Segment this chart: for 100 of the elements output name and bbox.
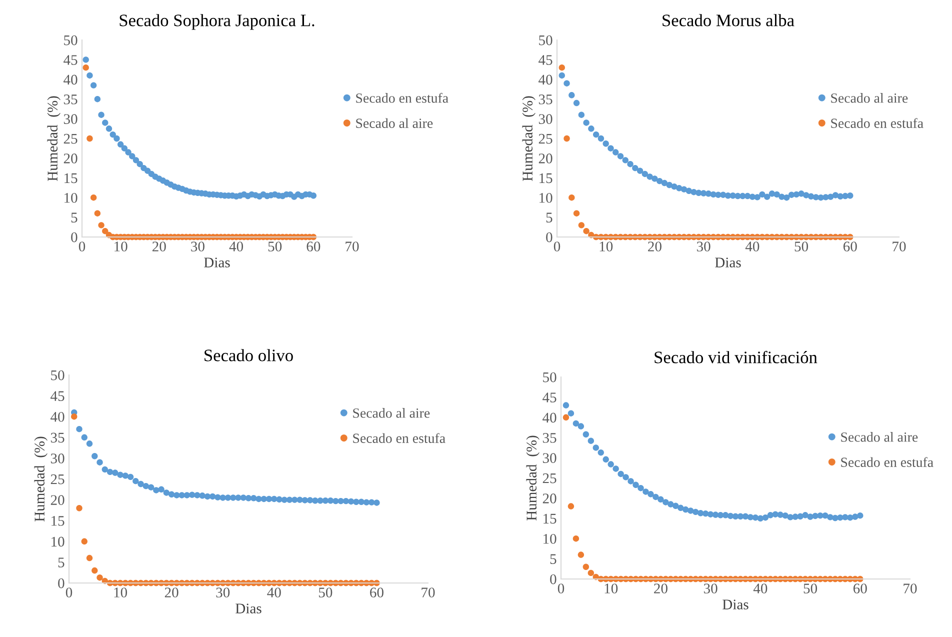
point xyxy=(368,499,375,506)
y-tick-label: 45 xyxy=(50,391,64,402)
y-tick-label: 10 xyxy=(544,534,556,544)
point xyxy=(583,120,590,126)
x-tick-label: 10 xyxy=(600,242,613,252)
point xyxy=(774,191,780,198)
point xyxy=(622,157,629,164)
point xyxy=(82,56,89,63)
x-tick-label: 40 xyxy=(229,242,244,252)
point xyxy=(163,490,170,496)
y-tick-label: 40 xyxy=(50,412,64,422)
y-tick-label: 50 xyxy=(51,370,64,380)
y-tick-label: 20 xyxy=(64,154,78,164)
x-axis-title: Dias xyxy=(722,600,748,610)
point xyxy=(668,501,674,508)
point xyxy=(266,496,272,502)
point xyxy=(573,100,580,106)
point xyxy=(592,131,600,138)
point xyxy=(194,492,200,498)
point xyxy=(583,228,590,234)
x-tick-label: 40 xyxy=(267,588,281,598)
x-tick-label: 60 xyxy=(853,584,867,594)
point xyxy=(98,112,104,118)
point xyxy=(286,496,293,503)
x-tick-label: 30 xyxy=(704,584,718,594)
point xyxy=(132,478,139,484)
x-tick-label: 20 xyxy=(654,584,668,594)
point xyxy=(588,126,594,132)
y-tick-label: 30 xyxy=(542,453,556,464)
y-tick-label: 50 xyxy=(64,35,78,46)
y-axis-title: Humedad (%) xyxy=(526,436,540,521)
x-tick-label: 70 xyxy=(422,588,435,598)
point xyxy=(102,120,108,126)
point xyxy=(578,222,585,228)
point xyxy=(627,161,634,168)
y-tick-label: 25 xyxy=(64,134,78,144)
y-axis-title: Humedad (%) xyxy=(522,96,536,182)
point xyxy=(784,194,790,201)
point xyxy=(209,493,216,500)
legend-label: Secado al aire xyxy=(353,408,430,418)
point xyxy=(568,503,574,510)
point xyxy=(106,468,114,476)
y-tick-label: 40 xyxy=(64,74,78,85)
point xyxy=(81,538,88,545)
point xyxy=(642,488,649,495)
point xyxy=(562,402,570,408)
x-tick-label: 70 xyxy=(346,242,359,252)
y-tick-label: 10 xyxy=(540,192,552,203)
x-tick-label: 20 xyxy=(164,588,178,598)
x-tick-label: 10 xyxy=(604,584,618,594)
y-tick-label: 5 xyxy=(546,212,552,223)
point xyxy=(636,168,644,174)
point xyxy=(798,190,804,197)
x-tick-label: 60 xyxy=(843,242,857,252)
point xyxy=(112,470,118,476)
x-axis-title: Dias xyxy=(236,604,262,614)
point xyxy=(857,512,864,519)
point xyxy=(762,514,769,521)
point xyxy=(680,186,688,192)
y-tick-label: 40 xyxy=(542,412,556,423)
y-tick-label: 20 xyxy=(50,495,64,506)
point xyxy=(578,552,584,558)
point xyxy=(358,498,364,505)
point xyxy=(114,135,120,142)
chart-title: Secado Morus alba xyxy=(662,14,794,26)
point xyxy=(153,487,160,494)
point xyxy=(588,570,594,576)
y-axis-title: Humedad (%) xyxy=(47,96,60,182)
point xyxy=(608,145,614,152)
point xyxy=(592,444,600,451)
point xyxy=(125,149,132,156)
point xyxy=(312,498,318,504)
point xyxy=(764,194,770,200)
legend-label: Secado en estufa xyxy=(841,457,934,467)
point xyxy=(847,192,854,199)
point xyxy=(158,486,164,493)
y-tick-label: 35 xyxy=(50,432,64,443)
point xyxy=(96,459,103,466)
point xyxy=(572,420,580,427)
point xyxy=(102,228,108,234)
point xyxy=(564,135,570,142)
x-tick-label: 10 xyxy=(114,242,128,252)
point xyxy=(76,426,82,432)
point xyxy=(656,178,663,184)
point xyxy=(306,497,314,504)
point xyxy=(82,64,89,71)
x-tick-label: 0 xyxy=(78,242,86,252)
point xyxy=(568,410,574,416)
point xyxy=(94,96,101,102)
y-tick-label: 50 xyxy=(543,372,556,382)
point xyxy=(558,64,565,71)
point xyxy=(568,92,575,98)
point xyxy=(632,164,638,172)
x-tick-label: 30 xyxy=(191,242,204,252)
point xyxy=(90,194,97,201)
point xyxy=(588,438,594,444)
legend-label: Secado en estufa xyxy=(353,433,446,443)
x-tick-label: 40 xyxy=(745,242,760,252)
point xyxy=(612,149,619,156)
point xyxy=(204,493,211,500)
